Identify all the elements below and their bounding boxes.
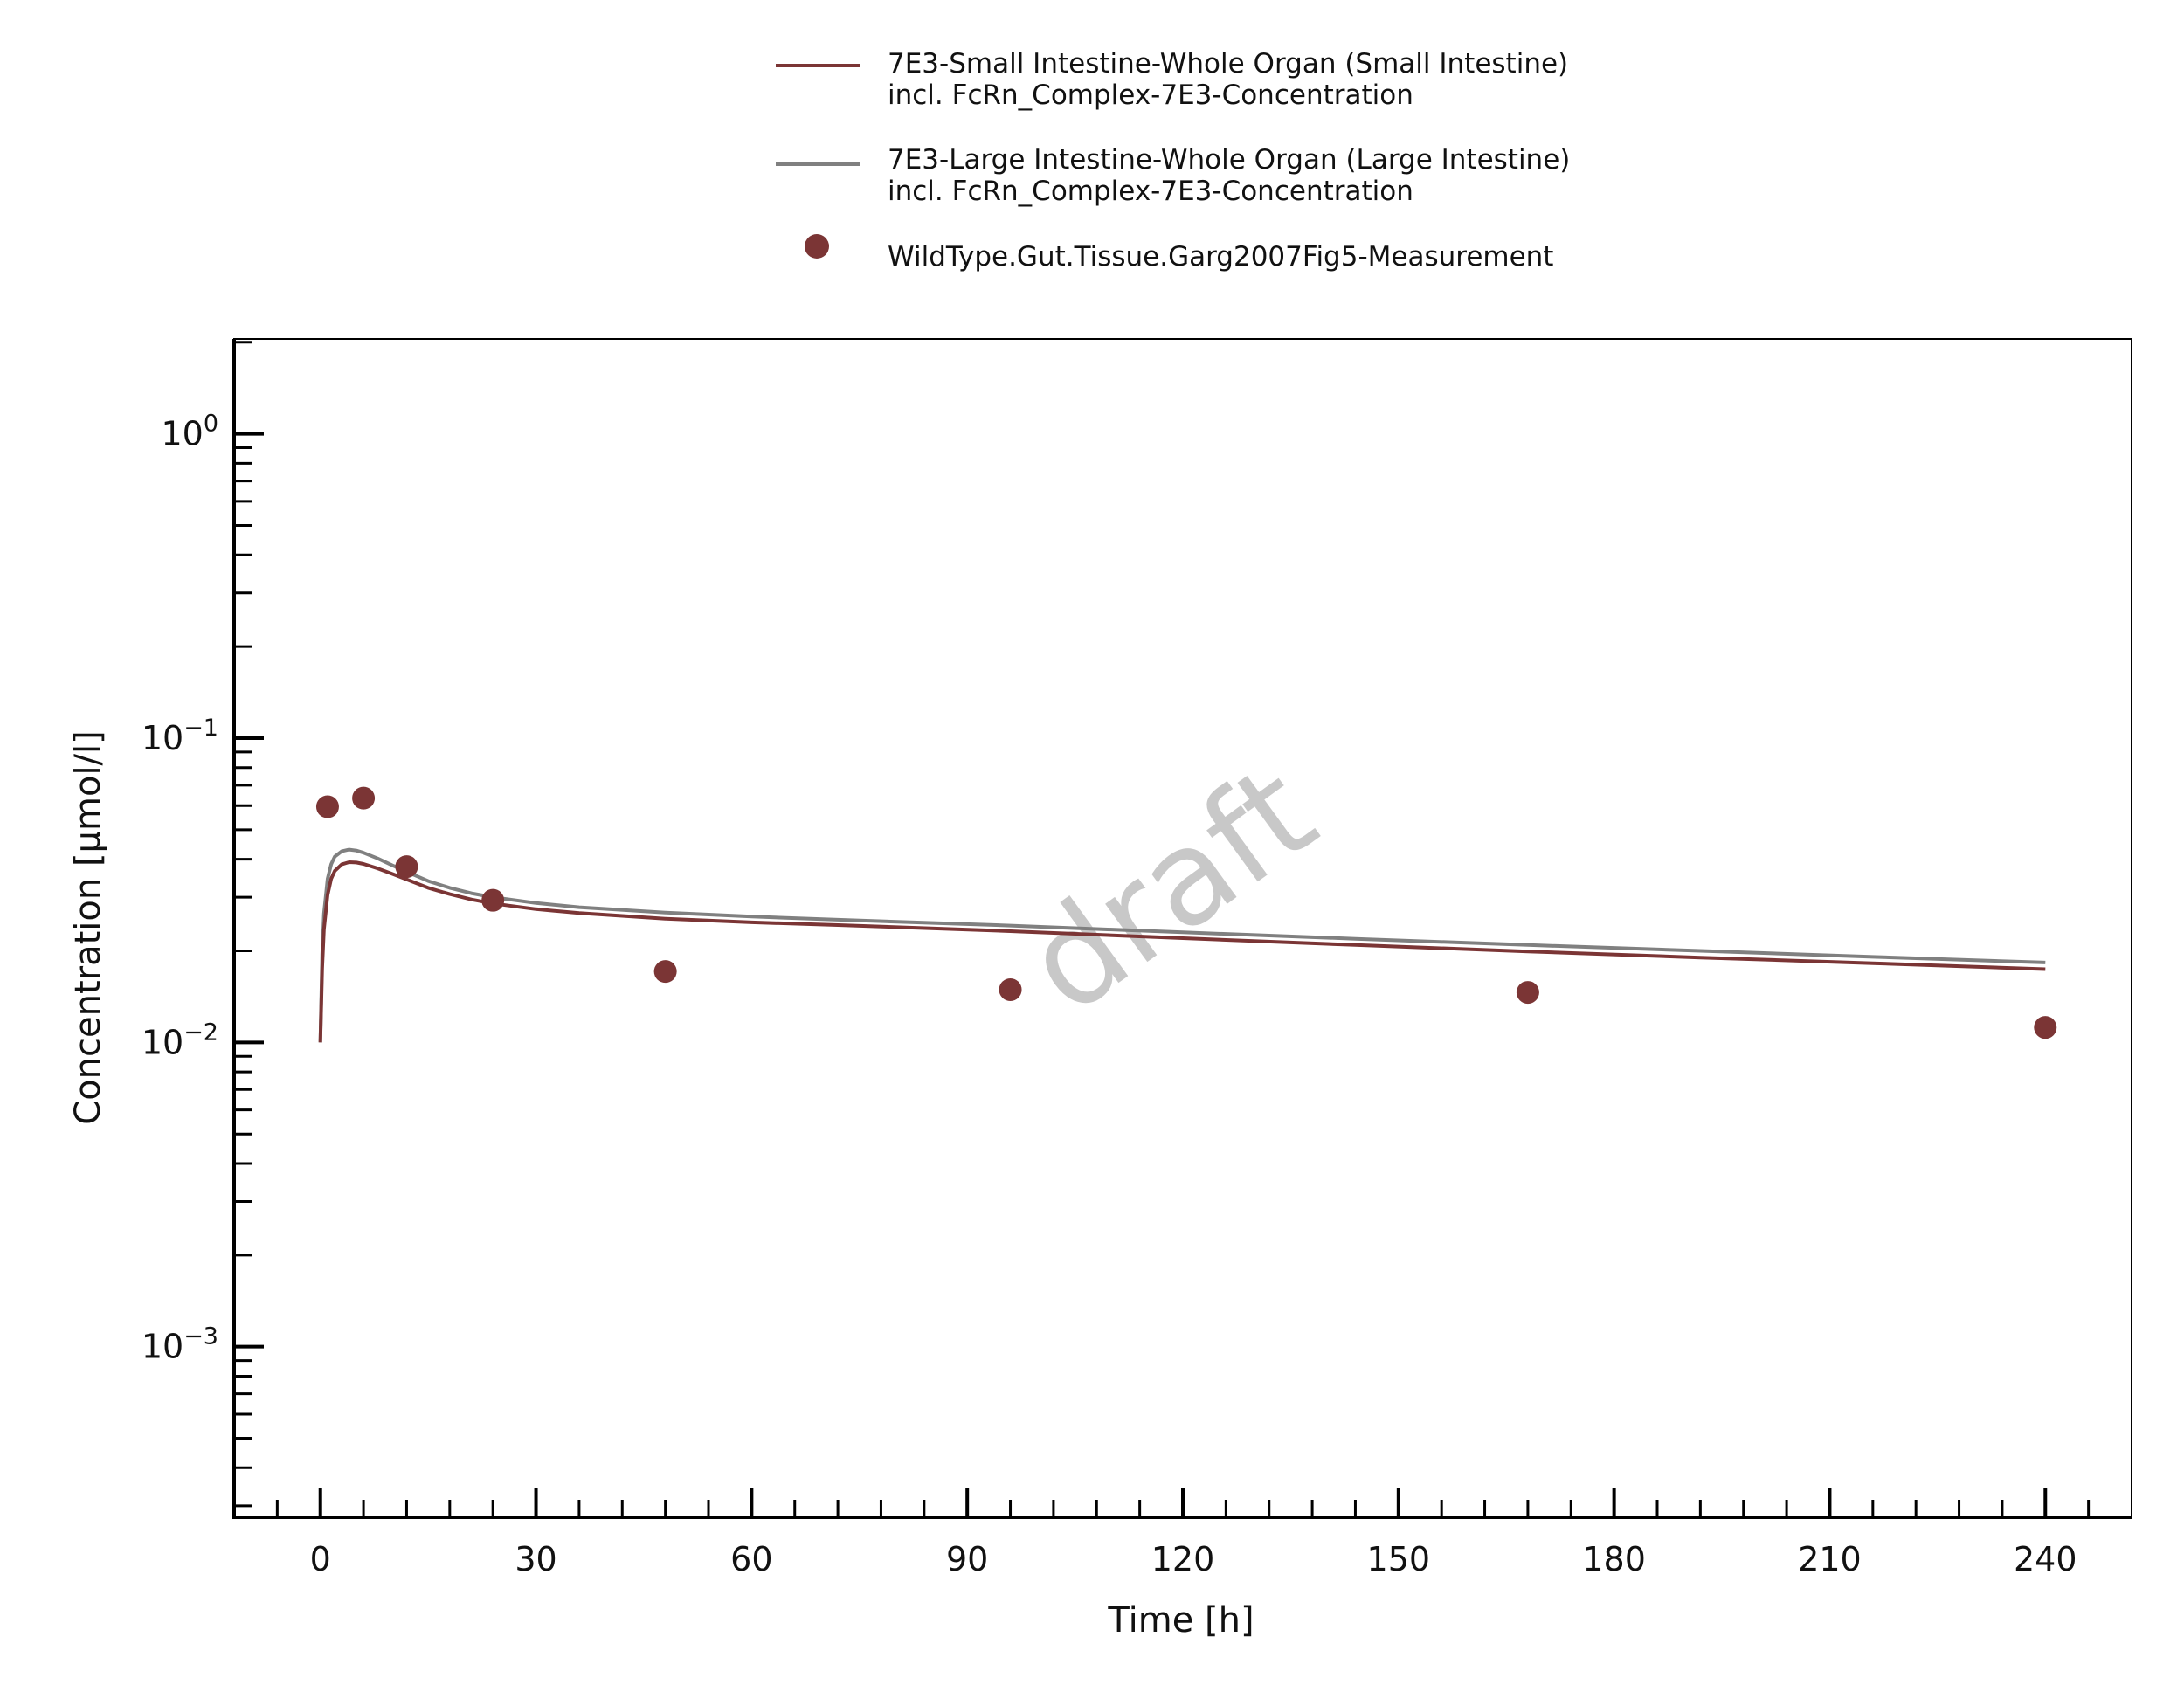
x-axis-ticks [275,1488,2091,1517]
series-line-small-intestine [318,860,2046,1043]
x-tick-label: 30 [515,1540,556,1578]
x-tick-label: 210 [1798,1540,1862,1578]
x-tick-label: 180 [1582,1540,1646,1578]
series-line-large-intestine [318,847,2046,1043]
measurement-point [653,960,677,984]
y-tick-label: 10−3 [142,1323,218,1366]
y-axis-title: Concentration [µmol/l] [68,730,108,1124]
y-axis-tick-labels: 100 10−1 10−2 10−3 [142,411,218,1366]
legend-marker-measurement [805,234,829,259]
measurement-point [999,977,1022,1001]
legend-label-large-intestine-line2: incl. FcRn_Complex-7E3-Concentration [888,176,1413,207]
measurement-point [315,795,339,818]
x-axis-tick-labels: 0 30 60 90 120 150 180 210 240 [310,1540,2077,1578]
x-tick-label: 120 [1151,1540,1215,1578]
legend-label-large-intestine-line1: 7E3-Large Intestine-Whole Organ (Large I… [888,144,1570,176]
watermark-text: draft [999,736,1342,1043]
y-tick-label: 10−1 [142,715,218,757]
measurement-point [2034,1016,2057,1039]
measurement-point [352,786,376,810]
x-tick-label: 60 [730,1540,772,1578]
x-tick-label: 240 [2014,1540,2077,1578]
series-points [315,786,2057,1039]
x-tick-label: 90 [946,1540,988,1578]
legend: 7E3-Small Intestine-Whole Organ (Small I… [776,48,1570,273]
measurement-point [1516,981,1539,1005]
measurement-point [395,855,418,879]
series-lines [318,847,2046,1043]
legend-label-small-intestine-line1: 7E3-Small Intestine-Whole Organ (Small I… [888,48,1568,79]
measurement-point [481,888,505,912]
x-tick-label: 150 [1367,1540,1431,1578]
x-tick-label: 0 [310,1540,331,1578]
legend-label-small-intestine-line2: incl. FcRn_Complex-7E3-Concentration [888,79,1413,111]
y-axis-ticks [234,341,264,1508]
legend-label-measurement: WildType.Gut.Tissue.Garg2007Fig5-Measure… [888,241,1553,273]
y-tick-label: 10−2 [142,1019,218,1061]
x-axis-title: Time [h] [1107,1600,1254,1640]
y-tick-label: 100 [161,411,218,453]
